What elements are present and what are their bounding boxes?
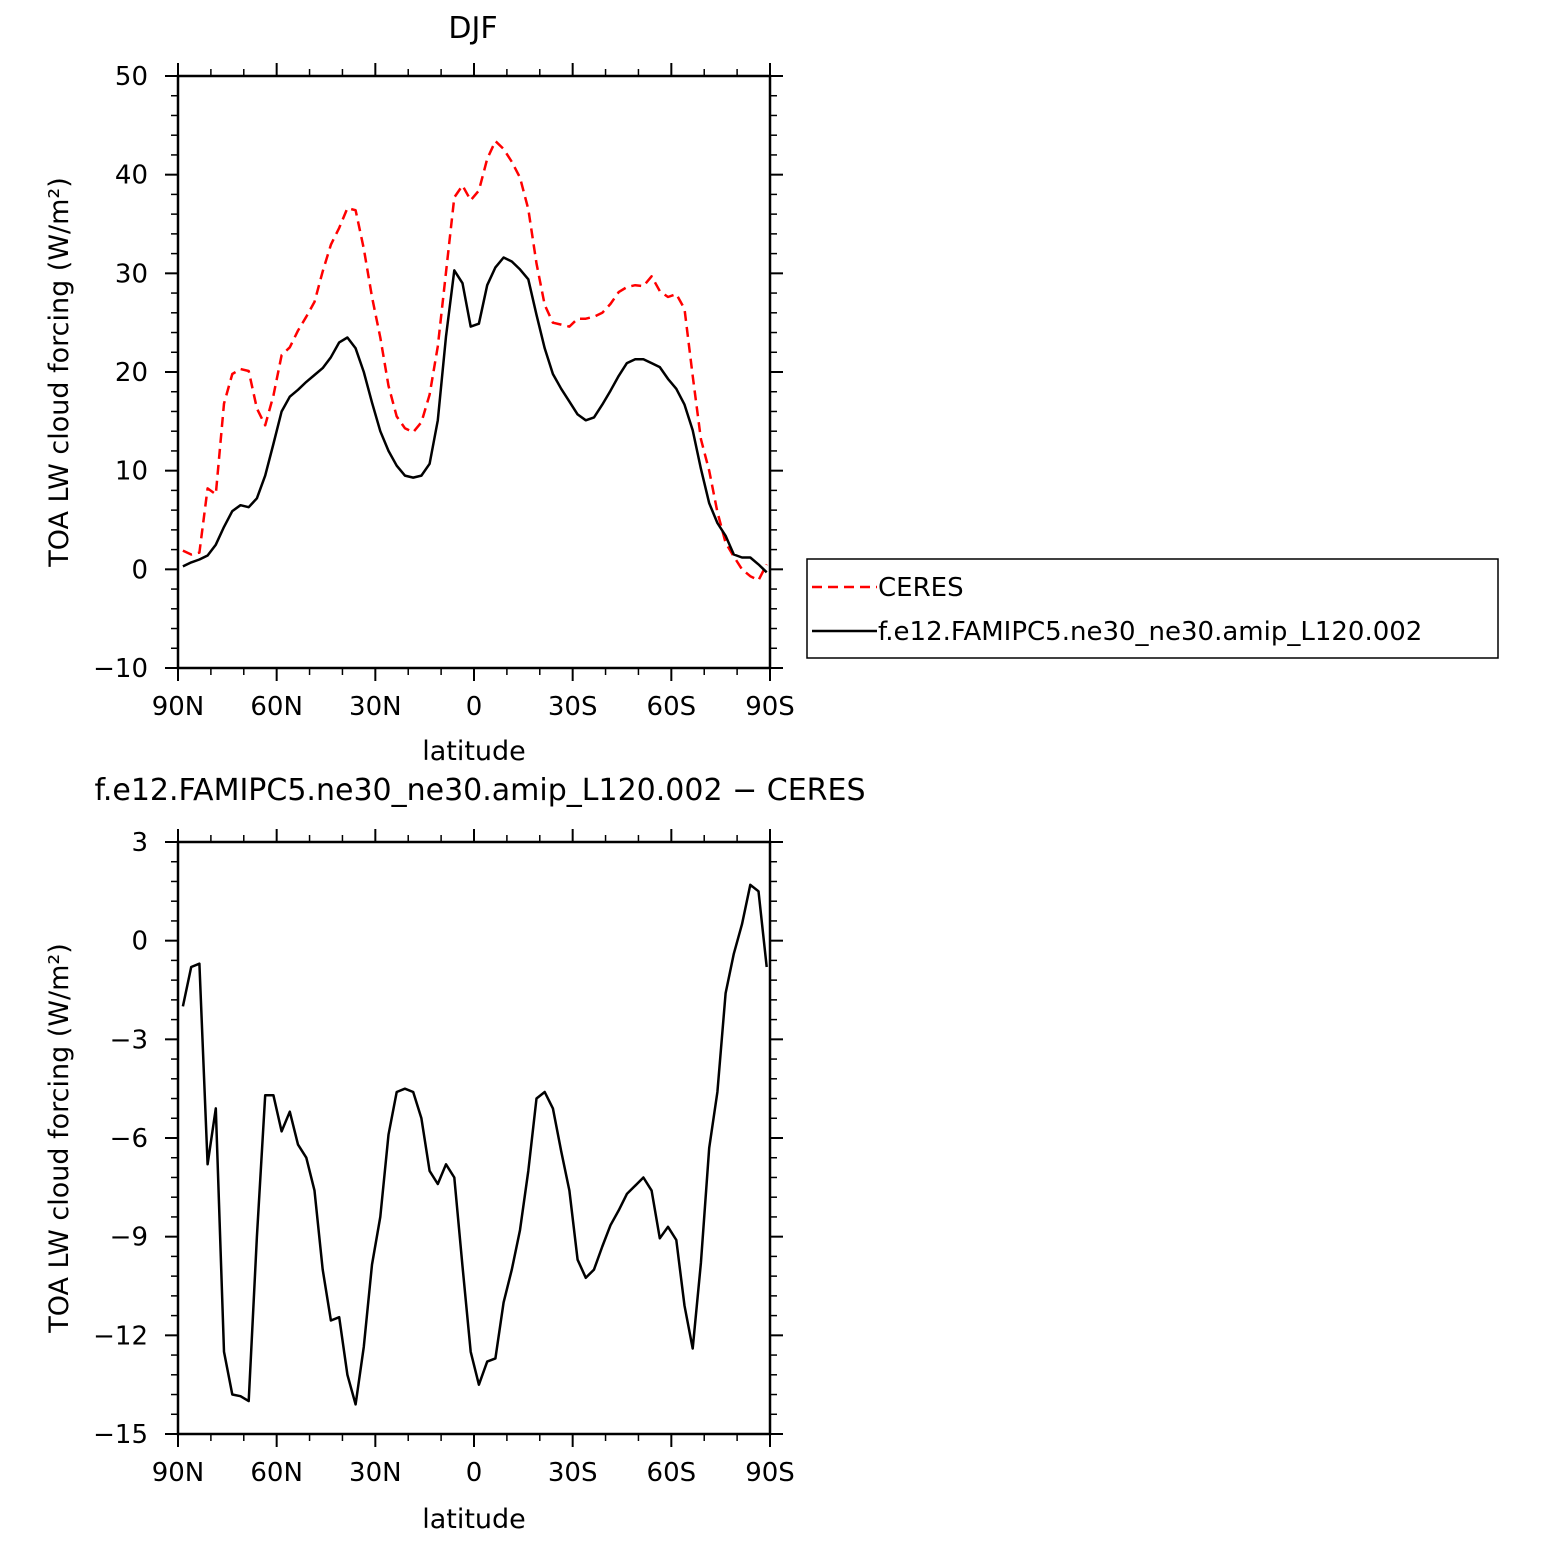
series-line-f-e12-famipc5-ne30-ne30-amip-l120-002 [182,256,768,574]
x-tick-label: 60S [647,692,697,722]
x-tick-label: 60S [647,1458,697,1488]
x-tick-label: 90S [745,1458,795,1488]
y-tick-label: 3 [131,828,148,858]
series-line-ceres [182,139,768,582]
y-tick-label: −12 [93,1321,148,1351]
x-tick-label: 60N [250,692,303,722]
bottom-y-axis-label: TOA LW cloud forcing (W/m²) [44,943,75,1334]
top-panel-title: DJF [448,11,497,46]
legend-box [806,558,1499,659]
y-tick-label: −10 [93,654,148,684]
y-tick-label: 0 [131,927,148,957]
y-tick-label: −15 [93,1420,148,1450]
bottom-ticks: 90N 60N 30N 0 30S 60S 90S −15 −12 −9 −6 −3 0 3 [93,828,795,1488]
x-tick-label: 90N [152,1458,205,1488]
y-tick-label: 30 [115,259,148,289]
x-tick-label: 60N [250,1458,303,1488]
top-plot-frame [176,74,772,670]
top-x-axis-label: latitude [422,736,526,767]
y-tick-label: 10 [115,457,148,487]
x-tick-label: 0 [466,692,483,722]
top-y-axis-label: TOA LW cloud forcing (W/m²) [44,177,75,568]
x-tick-label: 30N [349,692,402,722]
legend: CERES f.e12.FAMIPC5.ne30_ne30.amip_L120.… [806,558,1499,659]
y-tick-label: 40 [115,161,148,191]
bottom-series [181,883,768,1406]
legend-label-model: f.e12.FAMIPC5.ne30_ne30.amip_L120.002 [878,617,1422,647]
bottom-plot-frame [176,840,772,1436]
x-tick-label: 30N [349,1458,402,1488]
x-tick-label: 90N [152,692,205,722]
series-line-difference [181,883,768,1406]
top-ticks: 90N 60N 30N 0 30S 60S 90S −10 0 10 20 30 40 50 [93,62,795,722]
bottom-panel: f.e12.FAMIPC5.ne30_ne30.amip_L120.002 − … [44,773,866,1535]
y-tick-label: −9 [110,1223,148,1253]
y-tick-label: −3 [110,1025,148,1055]
legend-label-ceres: CERES [878,573,964,603]
x-tick-label: 30S [548,692,598,722]
bottom-x-axis-label: latitude [422,1504,526,1535]
top-series [182,139,768,582]
top-panel: DJF 90N 60N 30N 0 30S 60S 90S −10 0 10 20 30 40 50 la… [44,11,795,767]
y-tick-label: −6 [110,1124,148,1154]
x-tick-label: 0 [466,1458,483,1488]
y-tick-label: 0 [131,555,148,585]
y-tick-label: 50 [115,62,148,92]
bottom-panel-title: f.e12.FAMIPC5.ne30_ne30.amip_L120.002 − … [94,773,865,808]
x-tick-label: 90S [745,692,795,722]
y-tick-label: 20 [115,358,148,388]
x-tick-label: 30S [548,1458,598,1488]
